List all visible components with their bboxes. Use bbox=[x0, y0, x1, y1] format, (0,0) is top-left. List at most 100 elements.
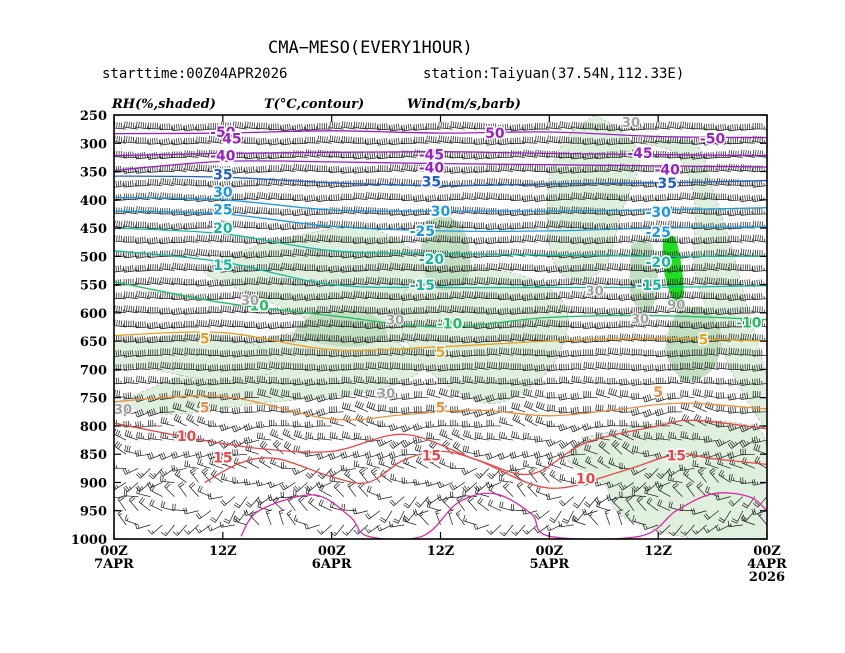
wind-barb bbox=[655, 265, 671, 273]
wind-barb bbox=[656, 468, 671, 480]
wind-barb bbox=[256, 250, 272, 259]
wind-barb bbox=[644, 487, 659, 497]
wind-barb bbox=[268, 250, 284, 257]
wind-barb bbox=[570, 392, 586, 400]
wind-barb bbox=[196, 136, 211, 144]
wind-barb bbox=[268, 376, 284, 384]
wind-barb bbox=[414, 496, 429, 508]
axes-layer: 2503003504004505005506006507007508008509… bbox=[71, 109, 787, 585]
wind-barb bbox=[606, 307, 622, 316]
wind-barb bbox=[268, 292, 284, 300]
wind-barb bbox=[534, 165, 550, 172]
wind-barb bbox=[583, 375, 598, 384]
wind-barb bbox=[305, 248, 320, 257]
wind-barb bbox=[172, 177, 187, 187]
wind-barb bbox=[643, 319, 659, 328]
wind-barb bbox=[535, 135, 550, 144]
wind-barb bbox=[195, 510, 211, 520]
wind-barb bbox=[498, 123, 514, 132]
wind-barb bbox=[535, 401, 550, 413]
wind-barb bbox=[413, 307, 429, 314]
wind-barb bbox=[486, 292, 501, 300]
wind-barb bbox=[219, 521, 235, 528]
station-label: station:Taiyuan(37.54N,112.33E) bbox=[423, 66, 685, 82]
wind-barb bbox=[558, 349, 574, 358]
contour-label: -15 bbox=[636, 278, 661, 294]
wind-barb bbox=[123, 180, 139, 188]
wind-barb bbox=[174, 469, 187, 483]
wind-barb bbox=[281, 249, 296, 257]
wind-barb bbox=[522, 348, 538, 356]
wind-barb bbox=[462, 192, 477, 201]
wind-barb bbox=[535, 319, 550, 328]
wind-barb bbox=[510, 137, 526, 145]
x-tick-label: 00Z bbox=[536, 544, 564, 559]
wind-barb bbox=[450, 121, 465, 130]
wind-barb bbox=[135, 305, 151, 314]
wind-barb bbox=[692, 375, 707, 384]
wind-barb bbox=[149, 484, 163, 497]
wind-barb bbox=[256, 276, 272, 285]
wind-barb bbox=[426, 135, 441, 144]
wind-barb bbox=[184, 235, 199, 243]
wind-barb bbox=[269, 387, 284, 399]
contour-label: 50 bbox=[485, 126, 505, 142]
wind-barb bbox=[534, 122, 550, 130]
wind-barb bbox=[740, 123, 755, 131]
wind-barb bbox=[353, 121, 368, 130]
wind-barb bbox=[220, 496, 236, 506]
wind-barb bbox=[123, 291, 139, 300]
wind-barb bbox=[462, 221, 477, 229]
wind-barb bbox=[510, 390, 526, 399]
wind-barb bbox=[329, 406, 344, 413]
wind-barb bbox=[268, 207, 284, 215]
wind-barb bbox=[232, 220, 248, 229]
wind-barb bbox=[455, 509, 465, 526]
wind-barb bbox=[305, 468, 320, 479]
wind-barb bbox=[365, 321, 381, 330]
wind-barb bbox=[293, 333, 308, 342]
wind-barb bbox=[425, 479, 441, 487]
wind-barb bbox=[377, 361, 393, 370]
wind-barb bbox=[595, 164, 610, 172]
wind-barb bbox=[329, 135, 344, 144]
wind-barb bbox=[474, 206, 489, 215]
wind-barb bbox=[534, 378, 550, 386]
wind-barb bbox=[231, 424, 248, 433]
wind-barb bbox=[377, 151, 393, 160]
wind-barb bbox=[462, 305, 477, 314]
wind-barb bbox=[293, 429, 308, 441]
y-tick-label: 900 bbox=[80, 476, 107, 491]
wind-barb bbox=[716, 377, 731, 385]
wind-barb bbox=[147, 524, 163, 535]
wind-barb bbox=[751, 436, 767, 444]
contour-label: -25 bbox=[646, 225, 671, 241]
wind-barb bbox=[135, 221, 151, 229]
wind-barb bbox=[728, 263, 743, 271]
wind-barb bbox=[135, 349, 151, 357]
wind-barb bbox=[136, 121, 151, 130]
wind-barb bbox=[208, 165, 223, 172]
wind-barb bbox=[377, 192, 393, 201]
wind-barb bbox=[498, 163, 514, 172]
wind-barb bbox=[461, 420, 477, 428]
wind-barb bbox=[498, 334, 514, 342]
contour-label: 10 bbox=[576, 472, 596, 488]
wind-barb bbox=[438, 292, 453, 300]
wind-barb bbox=[643, 234, 659, 243]
wind-barb bbox=[292, 222, 308, 230]
wind-barb bbox=[256, 178, 272, 187]
wind-barb bbox=[583, 306, 598, 314]
wind-barb bbox=[473, 523, 489, 530]
wind-barb bbox=[281, 419, 296, 427]
y-tick-label: 750 bbox=[80, 392, 107, 407]
wind-barb bbox=[207, 279, 223, 287]
wind-barb bbox=[728, 163, 743, 172]
chart-title: CMA−MESO(EVERY1HOUR) bbox=[268, 38, 473, 58]
wind-barb bbox=[510, 320, 526, 328]
wind-barb bbox=[680, 290, 695, 300]
wind-barb bbox=[474, 361, 489, 370]
wind-barb bbox=[160, 416, 175, 427]
wind-barb bbox=[619, 491, 635, 498]
wind-barb bbox=[426, 432, 441, 441]
